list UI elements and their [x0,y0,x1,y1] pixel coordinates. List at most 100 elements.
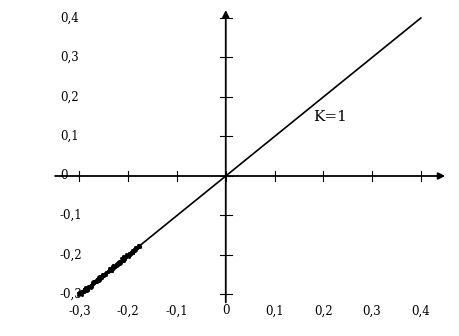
Point [135,243,143,248]
Point [95,276,102,281]
Point [128,248,135,253]
Point [84,286,91,292]
Point [128,250,135,255]
Point [134,244,141,250]
Point [81,288,88,293]
Text: 0,4: 0,4 [60,11,78,25]
Point [84,285,91,290]
Point [77,291,84,297]
Point [120,257,127,262]
Point [106,267,113,272]
Point [117,260,124,265]
Point [123,254,130,259]
Point [96,274,104,279]
Point [90,281,97,286]
Point [86,284,94,289]
Point [101,272,109,278]
Point [95,277,103,282]
Point [103,270,110,276]
Point [127,250,134,255]
Point [129,248,137,253]
Point [101,272,109,278]
Point [108,268,116,274]
Point [110,264,117,270]
Point [113,262,121,267]
Point [85,284,93,290]
Point [106,266,114,271]
Point [94,278,101,283]
Point [82,287,89,293]
Point [134,244,141,250]
Point [123,253,130,258]
Point [95,276,102,282]
Point [94,278,101,283]
Point [89,281,96,287]
Text: 0,3: 0,3 [363,304,381,318]
Point [125,254,132,260]
Point [79,289,86,294]
Point [81,287,88,292]
Point [115,261,122,266]
Point [123,253,131,258]
Point [120,257,127,262]
Point [114,259,122,264]
Point [108,264,115,270]
Point [113,260,121,265]
Point [118,257,126,262]
Point [80,286,88,291]
Point [111,264,118,270]
Point [131,245,139,250]
Point [119,255,127,260]
Point [126,250,133,256]
Point [75,290,83,295]
Point [102,270,110,276]
Point [106,267,114,273]
Point [81,287,88,292]
Point [107,266,114,271]
Point [77,291,84,296]
Point [93,279,100,285]
Point [98,272,106,277]
Point [101,271,108,277]
Point [109,266,117,271]
Point [118,255,125,261]
Point [78,289,85,294]
Point [94,278,101,283]
Point [113,260,121,265]
Point [120,257,127,262]
Point [134,245,141,250]
Text: 0,1: 0,1 [60,130,78,143]
Point [124,253,131,259]
Text: 0,3: 0,3 [60,51,78,64]
Point [122,254,129,259]
Point [114,260,122,266]
Point [114,260,121,265]
Point [135,243,143,248]
Point [112,263,119,268]
Point [129,248,136,254]
Point [100,274,107,279]
Point [98,274,106,279]
Point [74,291,81,296]
Point [134,243,141,249]
Point [78,290,85,295]
Point [79,289,87,294]
Point [133,245,140,250]
Point [83,287,90,292]
Point [89,281,96,286]
Point [87,283,94,288]
Point [99,272,106,277]
Point [115,261,123,266]
Point [106,268,113,273]
Point [105,265,112,271]
Point [130,246,138,252]
Point [81,288,88,294]
Point [89,281,96,286]
Point [122,253,129,259]
Point [117,258,124,263]
Point [119,258,127,264]
Point [87,283,95,289]
Point [109,265,117,271]
Point [80,288,87,293]
Point [116,260,123,266]
